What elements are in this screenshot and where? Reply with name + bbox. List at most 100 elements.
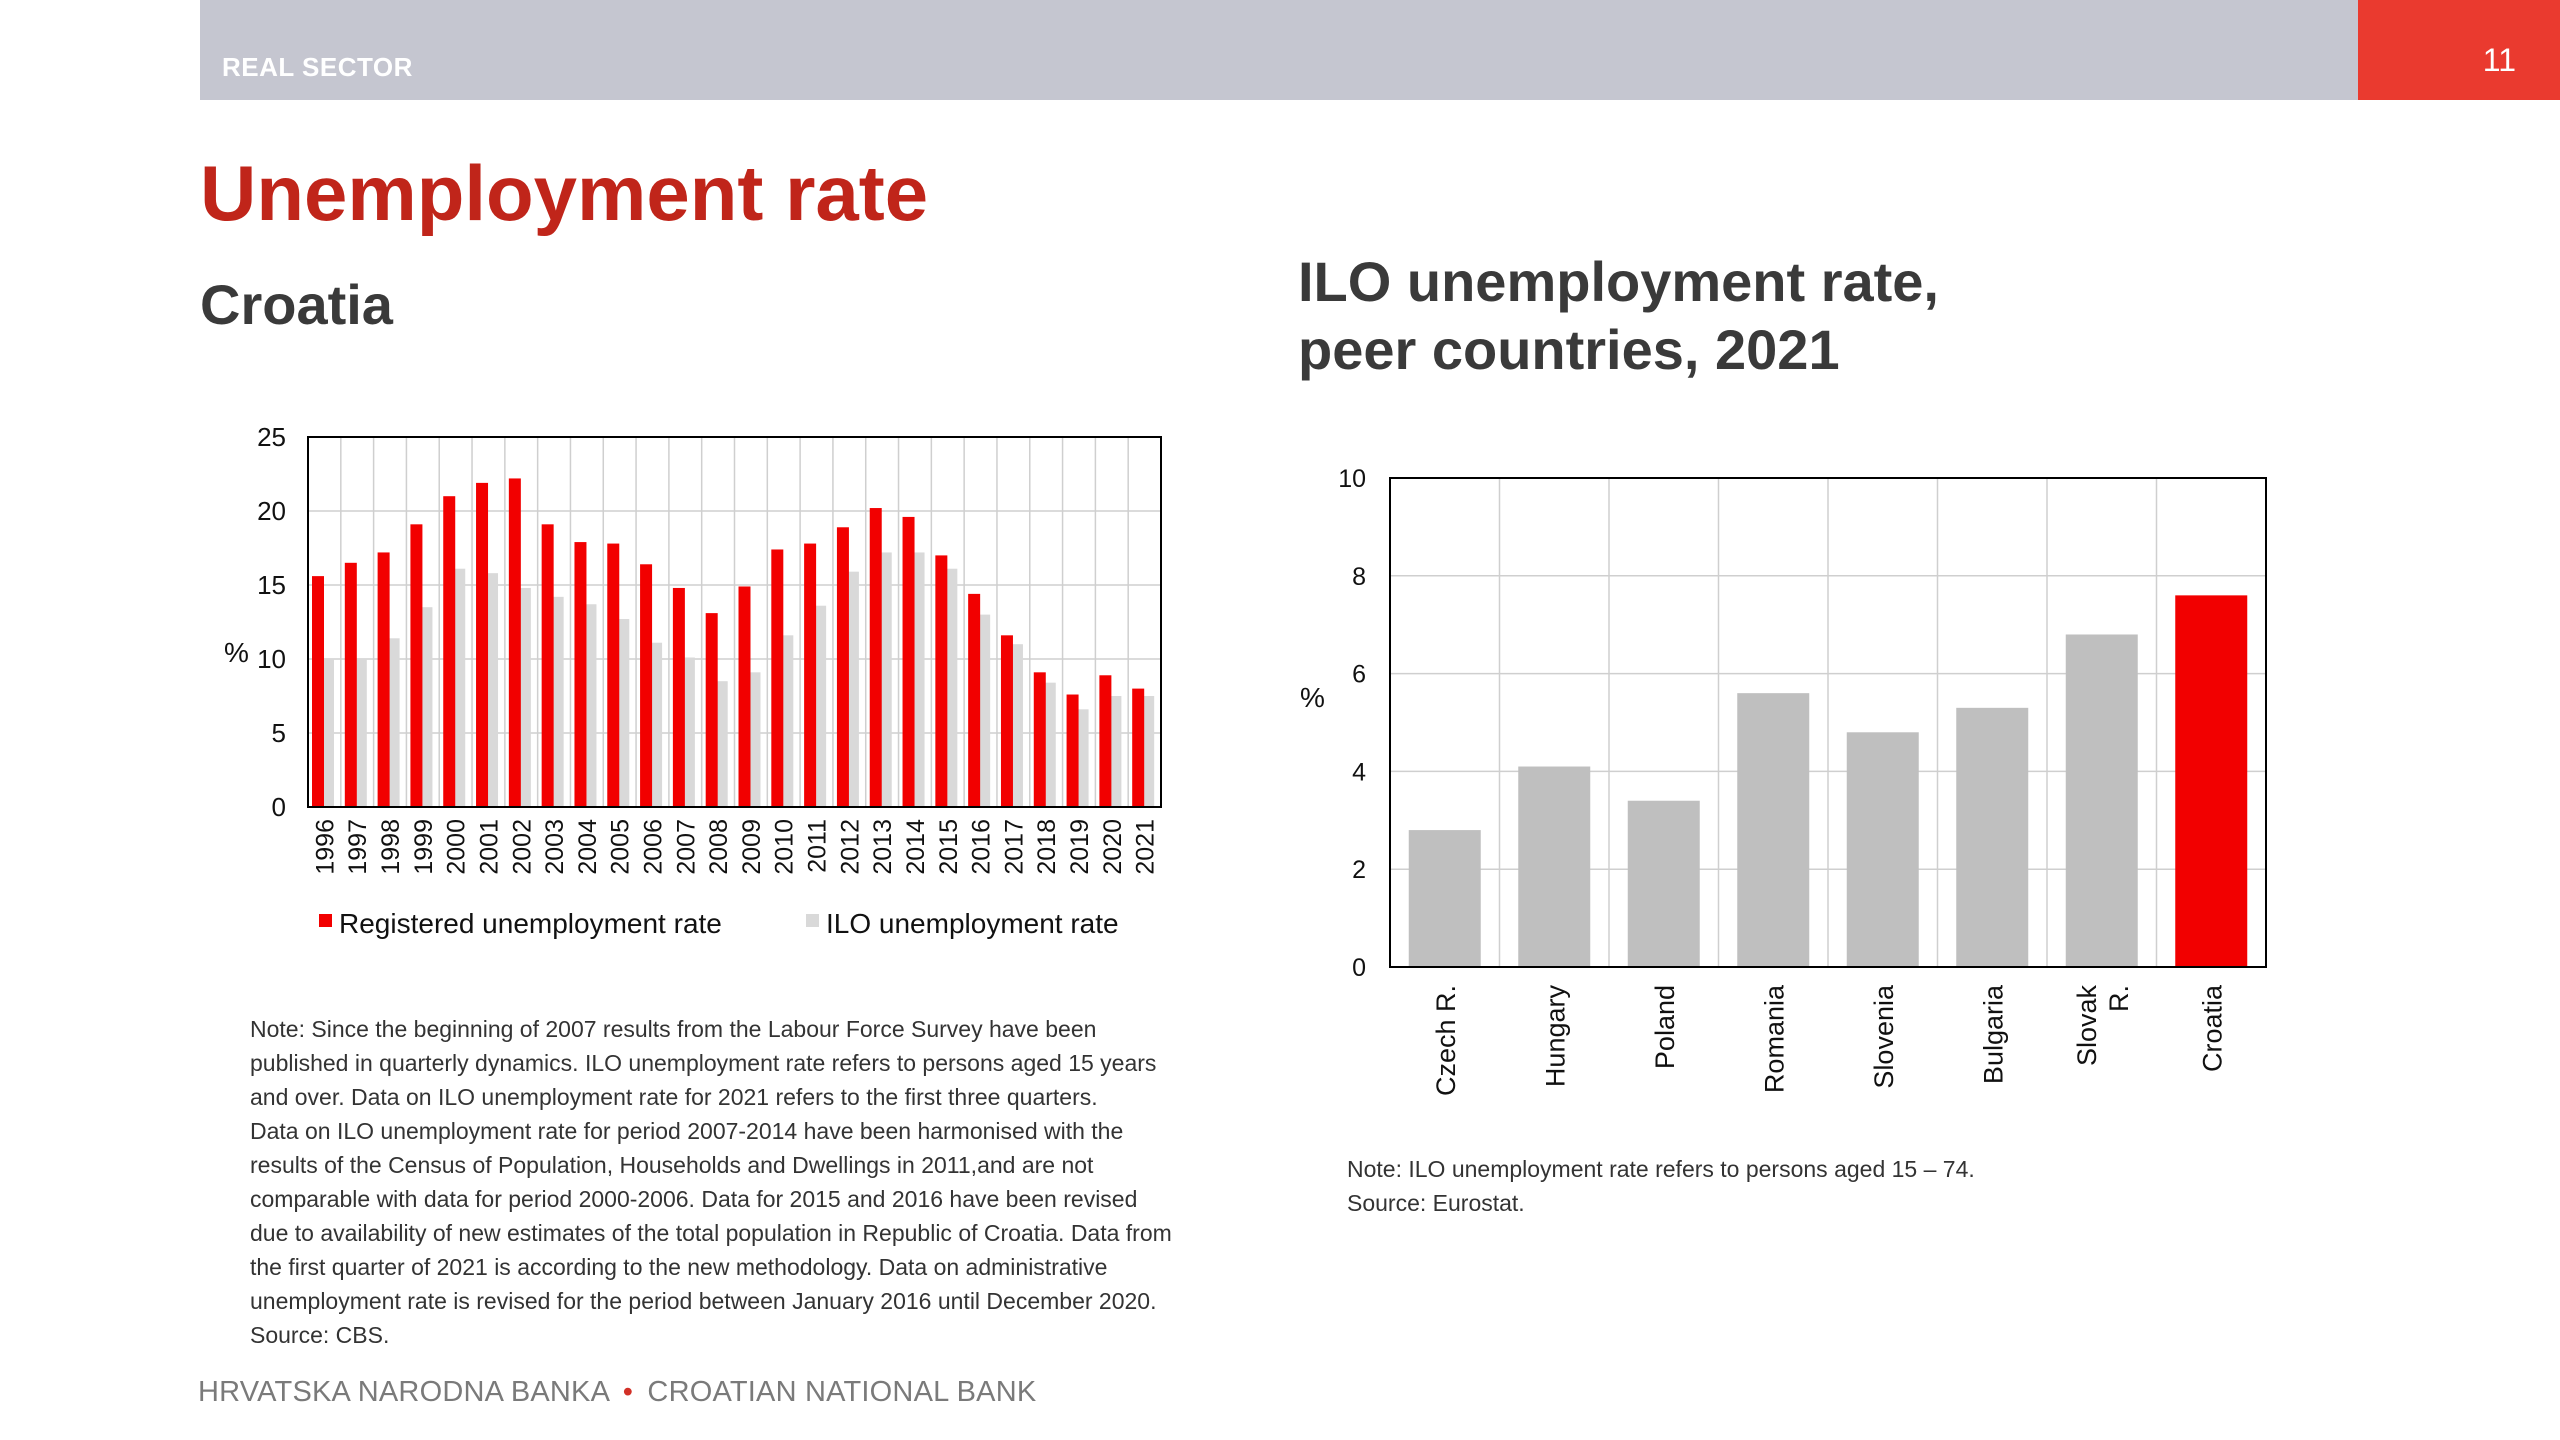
- left-x-tick-label: 2009: [738, 819, 766, 875]
- right-y-tick-label: 6: [1352, 661, 1366, 689]
- left-x-tick-label: 2021: [1132, 819, 1160, 875]
- registered-bar: [1132, 688, 1145, 807]
- registered-bar: [705, 613, 718, 807]
- note-line: the first quarter of 2021 is according t…: [250, 1254, 1108, 1280]
- right-plot-border: [1389, 477, 2267, 968]
- ilo-bar: [879, 552, 892, 807]
- registered-bar: [377, 552, 390, 807]
- page-number: 11: [2482, 42, 2516, 78]
- left-x-tick-label: 1999: [410, 819, 438, 875]
- registered-bar: [836, 527, 849, 807]
- registered-bar: [541, 524, 554, 807]
- left-x-tick-label: 2001: [475, 819, 503, 875]
- left-y-tick-label: 10: [257, 644, 286, 674]
- legend-label-ilo: ILO unemployment rate: [826, 908, 1119, 939]
- left-x-tick-label: 2007: [672, 819, 700, 875]
- country-bar: [2065, 634, 2138, 967]
- ilo-bar: [1043, 682, 1056, 807]
- note-line: and over. Data on ILO unemployment rate …: [250, 1084, 1098, 1110]
- ilo-bar: [453, 568, 466, 807]
- ilo-bar: [486, 573, 499, 807]
- country-bar: [1737, 693, 1810, 967]
- left-x-tick-label: 2004: [574, 819, 602, 875]
- registered-bar: [607, 543, 620, 807]
- note-line: Note: Since the beginning of 2007 result…: [250, 1016, 1097, 1042]
- croatia-bar: [2175, 595, 2248, 967]
- ilo-bar: [978, 614, 991, 807]
- left-y-tick-label: 5: [272, 718, 286, 748]
- right-x-tick-label: Slovak: [2072, 985, 2102, 1067]
- right-chart-subtitle-line: peer countries, 2021: [1298, 318, 1840, 381]
- note-line: due to availability of new estimates of …: [250, 1220, 1172, 1246]
- note-line: published in quarterly dynamics. ILO une…: [250, 1050, 1157, 1076]
- page-title: Unemployment rate: [200, 149, 929, 237]
- ilo-bar: [354, 659, 367, 807]
- ilo-bar: [814, 605, 827, 807]
- left-y-tick-label: 25: [257, 422, 286, 452]
- section-label: REAL SECTOR: [222, 52, 413, 82]
- note-line: Source: CBS.: [250, 1322, 390, 1348]
- left-y-tick-label: 0: [272, 792, 286, 822]
- registered-bar: [1000, 635, 1013, 807]
- country-bar: [1518, 766, 1591, 967]
- ilo-bar: [912, 552, 925, 807]
- footer: HRVATSKA NARODNA BANKA • CROATIAN NATION…: [198, 1376, 1036, 1409]
- left-x-tick-label: 1997: [344, 819, 372, 875]
- left-x-tick-label: 2017: [1000, 819, 1028, 875]
- left-x-tick-label: 2014: [902, 819, 930, 875]
- page-number-box: 11: [2358, 0, 2560, 100]
- left-x-tick-label: 2011: [804, 819, 832, 873]
- left-x-tick-label: 2015: [935, 819, 963, 875]
- left-x-tick-label: 2005: [607, 819, 635, 875]
- ilo-bar: [551, 596, 564, 807]
- ilo-bar: [617, 619, 630, 807]
- ilo-bar: [1076, 709, 1089, 807]
- left-x-tick-label: 2000: [443, 819, 471, 875]
- left-x-tick-label: 2006: [639, 819, 667, 875]
- left-x-tick-label: 2020: [1099, 819, 1127, 875]
- ilo-bar: [682, 657, 695, 807]
- ilo-bar: [387, 638, 400, 807]
- note-line: comparable with data for period 2000-200…: [250, 1186, 1138, 1212]
- ilo-bar: [781, 635, 794, 807]
- left-x-tick-label: 2002: [508, 819, 536, 875]
- ilo-bar: [1142, 696, 1155, 807]
- left-x-tick-label: 1996: [311, 819, 339, 875]
- note-line: results of the Census of Population, Hou…: [250, 1152, 1094, 1178]
- right-x-tick-label: R.: [2104, 985, 2134, 1012]
- ilo-bar: [846, 571, 859, 807]
- registered-bar: [344, 562, 357, 807]
- ilo-bar: [518, 587, 531, 807]
- registered-bar: [1099, 675, 1112, 807]
- left-x-tick-label: 2018: [1033, 819, 1061, 875]
- right-chart-subtitle-line: ILO unemployment rate,: [1298, 250, 1939, 313]
- registered-bar: [443, 496, 456, 807]
- left-x-tick-label: 2013: [869, 819, 897, 875]
- right-x-tick-label: Czech R.: [1431, 985, 1461, 1096]
- note-line: Source: Eurostat.: [1347, 1190, 1525, 1216]
- left-x-tick-label: 1998: [377, 819, 405, 875]
- ilo-bar: [715, 681, 728, 807]
- ilo-bar: [584, 604, 597, 807]
- right-y-axis-label: %: [1300, 682, 1325, 713]
- registered-bar: [1033, 672, 1046, 807]
- registered-bar: [1066, 694, 1079, 807]
- right-y-tick-label: 8: [1352, 563, 1366, 591]
- left-x-tick-label: 2012: [836, 819, 864, 875]
- registered-bar: [935, 555, 948, 807]
- left-x-tick-label: 2010: [771, 819, 799, 875]
- left-x-tick-label: 2019: [1066, 819, 1094, 875]
- right-chart-subtitle: ILO unemployment rate, peer countries, 2…: [1298, 248, 2198, 384]
- country-bar: [1627, 800, 1700, 967]
- right-y-tick-label: 4: [1352, 758, 1366, 786]
- ilo-bar: [420, 607, 433, 807]
- registered-bar: [640, 564, 653, 807]
- registered-bar: [476, 482, 489, 807]
- country-bar: [1956, 707, 2029, 967]
- ilo-bar: [1010, 644, 1023, 807]
- left-chart-note: Note: Since the beginning of 2007 result…: [250, 1012, 1260, 1352]
- registered-bar: [574, 542, 587, 807]
- left-x-tick-label: 2003: [541, 819, 569, 875]
- left-y-axis-label: %: [224, 637, 249, 668]
